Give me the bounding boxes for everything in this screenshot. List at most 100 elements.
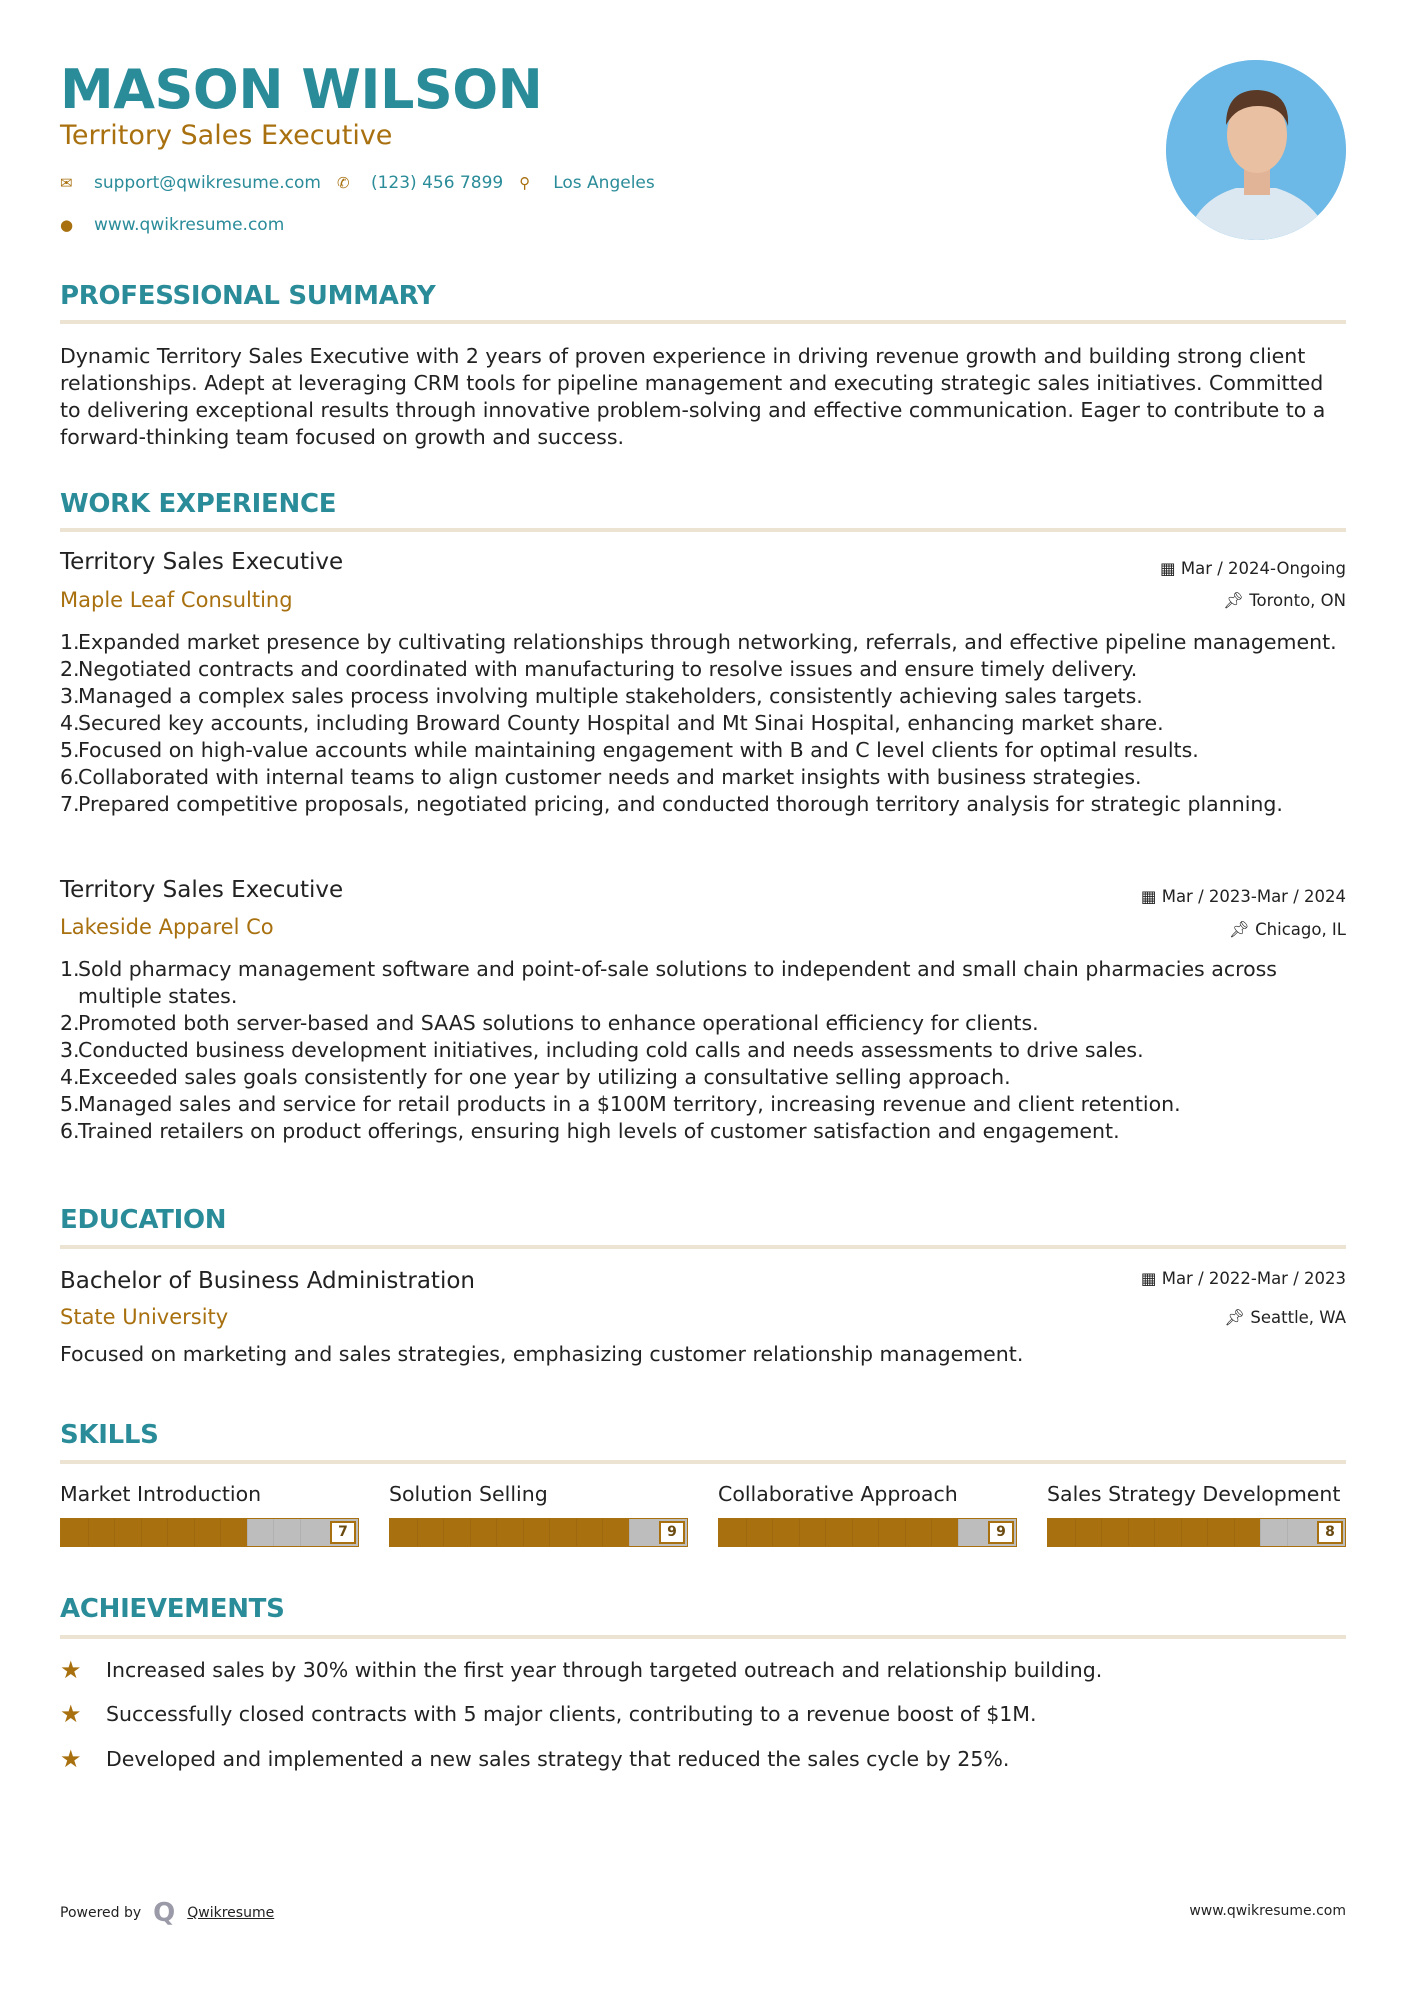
skill-item: Collaborative Approach 9 [718, 1482, 1017, 1547]
divider [60, 528, 1346, 532]
experience-heading: WORK EXPERIENCE [60, 489, 337, 519]
skill-bar: 7 [60, 1518, 359, 1547]
skill-segment [1233, 1519, 1235, 1546]
skill-item: Market Introduction 7 [60, 1482, 359, 1547]
skill-segment [1207, 1519, 1208, 1546]
skill-segment [878, 1519, 879, 1546]
globe-icon: ● [60, 216, 74, 234]
job-company: Lakeside Apparel Co [60, 915, 274, 939]
achievements-heading: ACHIEVEMENTS [60, 1594, 285, 1624]
calendar-icon: ▦ [1160, 559, 1181, 578]
skill-segment [957, 1519, 959, 1546]
summary-heading: PROFESSIONAL SUMMARY [60, 281, 436, 311]
skill-segment [851, 1519, 853, 1546]
skill-segment [522, 1519, 524, 1546]
footer-website[interactable]: www.qwikresume.com [1189, 1903, 1346, 1919]
skill-segment [167, 1519, 168, 1546]
skill-segment [1074, 1519, 1076, 1546]
candidate-name: MASON WILSON [60, 58, 543, 121]
qwikresume-logo-icon: Q [153, 1898, 176, 1928]
skill-name: Market Introduction [60, 1482, 262, 1506]
website-link[interactable]: www.qwikresume.com [94, 215, 285, 235]
skill-item: Solution Selling 9 [389, 1482, 688, 1547]
location-text: Los Angeles [553, 173, 655, 193]
skill-segment [798, 1519, 800, 1546]
skill-segment [1260, 1519, 1261, 1546]
skill-bar: 9 [389, 1518, 688, 1547]
skill-level: 9 [659, 1521, 685, 1544]
divider [60, 1460, 1346, 1464]
skill-segment [193, 1519, 195, 1546]
skill-segment [931, 1519, 932, 1546]
education-location: 📌︎ Seattle, WA [1224, 1308, 1346, 1328]
pushpin-icon: 📌︎ [1223, 591, 1250, 610]
job-location: 📌︎ Toronto, ON [1223, 591, 1346, 611]
pushpin-icon: 📌︎ [1228, 920, 1256, 939]
phone-icon: ✆ [336, 174, 350, 192]
skill-segment [904, 1519, 906, 1546]
skill-segment [443, 1519, 444, 1546]
divider [60, 320, 1346, 324]
dates-text: Mar / 2024-Ongoing [1180, 559, 1346, 578]
education-heading: EDUCATION [60, 1205, 227, 1235]
skill-segment [825, 1519, 826, 1546]
star-icon: ★ [60, 1745, 82, 1773]
degree: Bachelor of Business Administration [60, 1268, 475, 1294]
skills-list: Market Introduction 7 Solution Selling 9 C… [60, 1482, 1346, 1547]
calendar-icon: ▦ [1140, 1269, 1162, 1288]
job-role: Territory Sales Executive [60, 549, 344, 575]
star-icon: ★ [60, 1656, 82, 1684]
skill-segment [1180, 1519, 1182, 1546]
job-role: Territory Sales Executive [60, 877, 344, 903]
dates-text: Mar / 2022-Mar / 2023 [1161, 1269, 1346, 1288]
education-dates: ▦ Mar / 2022-Mar / 2023 [1141, 1269, 1346, 1288]
skill-segment [1127, 1519, 1129, 1546]
skill-fill [1048, 1519, 1260, 1546]
skill-segment [273, 1519, 274, 1546]
email-link[interactable]: support@qwikresume.com [94, 173, 321, 193]
location-text: Toronto, ON [1249, 591, 1346, 610]
phone-text: (123) 456 7899 [370, 173, 504, 193]
divider [60, 1245, 1346, 1249]
bullet-item: Sold pharmacy management software and po… [60, 956, 1277, 1008]
skill-segment [496, 1519, 497, 1546]
skill-fill [390, 1519, 629, 1546]
location-text: Seattle, WA [1250, 1308, 1346, 1327]
bullet-item: Secured key accounts, including Broward … [60, 710, 1164, 737]
bullet-item: Trained retailers on product offerings, … [60, 1118, 1120, 1145]
skill-segment [299, 1519, 301, 1546]
powered-by-text: Powered by [60, 1905, 142, 1921]
bullet-item: Exceeded sales goals consistently for on… [60, 1064, 1011, 1091]
pushpin-icon: 📌︎ [1224, 1308, 1251, 1327]
skill-level: 7 [330, 1521, 356, 1544]
skill-segment [575, 1519, 577, 1546]
skill-level: 9 [988, 1521, 1014, 1544]
bullet-item: Managed a complex sales process involvin… [60, 683, 1143, 710]
achievement-text: Successfully closed contracts with 5 maj… [106, 1702, 1037, 1726]
skill-segment [114, 1519, 115, 1546]
contact-row: ✉ support@qwikresume.com ✆ (123) 456 789… [60, 173, 655, 193]
skill-name: Collaborative Approach [718, 1482, 958, 1506]
bullet-item: Managed sales and service for retail pro… [60, 1091, 1181, 1118]
achievement-item: ★ Increased sales by 30% within the first… [60, 1656, 1102, 1684]
bullet-item: Expanded market presence by cultivating … [60, 629, 1337, 656]
job-dates: ▦ Mar / 2023-Mar / 2024 [1141, 887, 1346, 906]
brand-link[interactable]: Qwikresume [187, 1905, 275, 1921]
skill-segment [87, 1519, 89, 1546]
footer-powered-by: Powered by Q Qwikresume [60, 1898, 274, 1928]
skill-level: 8 [1317, 1521, 1343, 1544]
bullet-item: Collaborated with internal teams to alig… [60, 764, 1142, 791]
achievement-item: ★ Developed and implemented a new sales s… [60, 1745, 1009, 1773]
skill-fill [719, 1519, 958, 1546]
job-location: 📌︎ Chicago, IL [1229, 920, 1346, 940]
skill-segment [1286, 1519, 1288, 1546]
skill-fill [61, 1519, 247, 1546]
star-icon: ★ [60, 1700, 82, 1728]
job-bullets: Sold pharmacy management software and po… [60, 956, 1350, 1145]
skills-heading: SKILLS [60, 1420, 159, 1450]
website-row: ● www.qwikresume.com [60, 215, 284, 235]
skill-segment [628, 1519, 630, 1546]
skill-segment [772, 1519, 773, 1546]
bullet-item: Promoted both server-based and SAAS solu… [60, 1010, 1039, 1037]
skill-bar: 8 [1047, 1518, 1346, 1547]
